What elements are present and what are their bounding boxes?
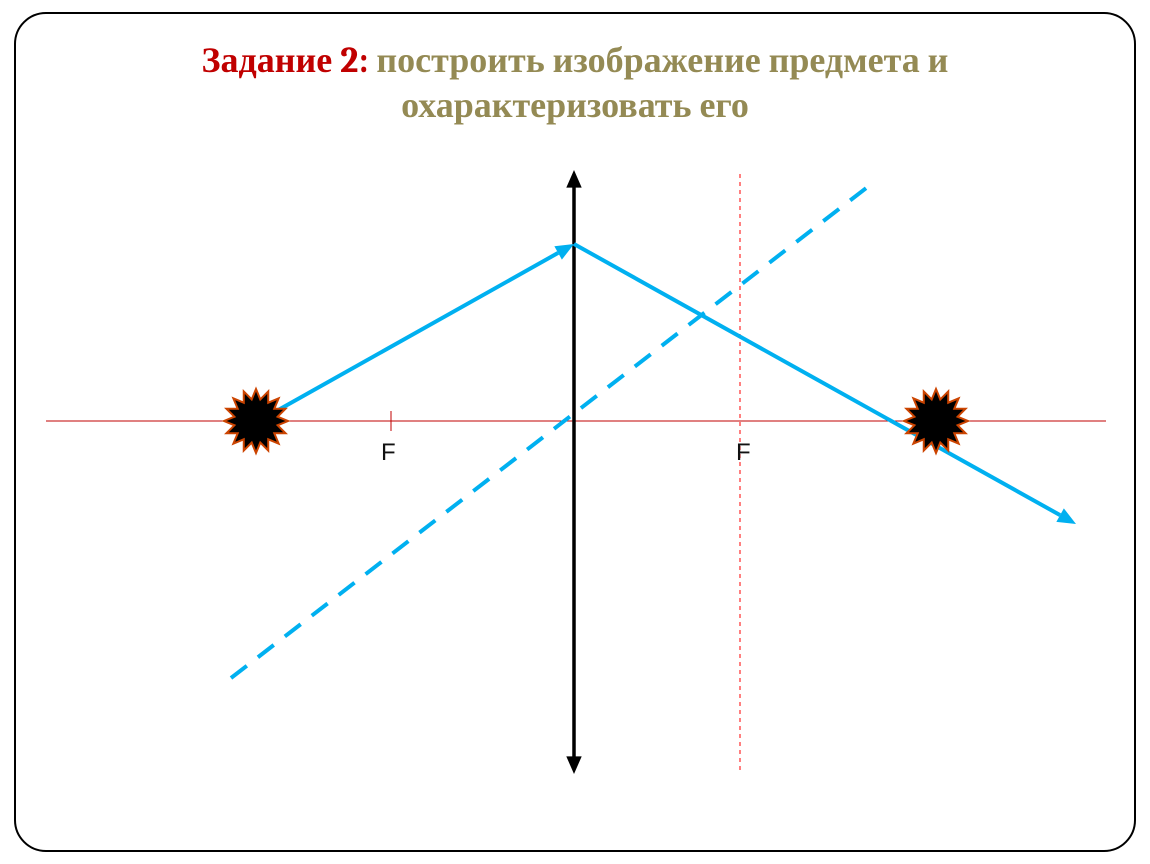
optics-diagram — [16, 14, 1136, 852]
slide-frame: Задание 2: построить изображение предмет… — [14, 12, 1136, 852]
focal-label-right: F — [736, 439, 751, 467]
focal-label-left: F — [381, 439, 396, 467]
